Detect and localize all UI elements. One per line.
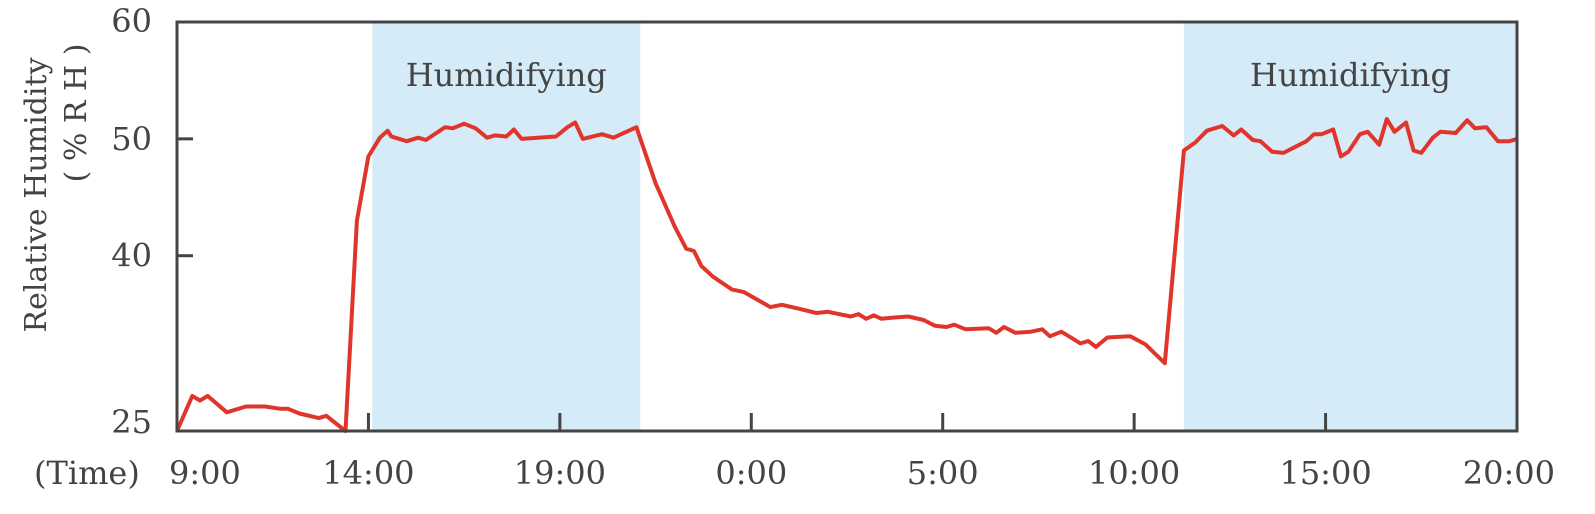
humidifying-band: [1183, 22, 1517, 431]
plot-frame: [175, 20, 1519, 433]
x-tick-label: 9:00: [169, 454, 241, 492]
x-tick-label: 5:00: [907, 454, 979, 492]
band-label: Humidifying: [406, 56, 607, 94]
x-tick-label: 19:00: [514, 454, 606, 492]
x-axis-title: (Time): [34, 454, 140, 492]
x-tick-label: 10:00: [1088, 454, 1180, 492]
y-tick-label: 25: [111, 403, 152, 441]
humidifying-band: [372, 22, 641, 431]
humidity-line: [175, 117, 1518, 433]
x-tick-label: 0:00: [715, 454, 787, 492]
y-axis-title: Relative Humidity: [19, 57, 54, 332]
x-tick-label: 14:00: [322, 454, 414, 492]
y-tick-label: 60: [111, 2, 152, 40]
x-tick-label: 15:00: [1279, 454, 1371, 492]
tick-labels: 25 40 50 60 9:00 14:00 19:00 0:00 5:00 10:00 15:00…: [111, 2, 1555, 492]
tick-marks: [177, 137, 1328, 431]
y-tick-label: 50: [111, 120, 152, 158]
y-axis-unit: ( % R H ): [59, 44, 94, 183]
band-label: Humidifying: [1250, 56, 1451, 94]
series-layer: [175, 117, 1518, 433]
y-tick-label: 40: [111, 237, 152, 275]
x-tick-label: 20:00: [1463, 454, 1555, 492]
humidifying-bands: Humidifying Humidifying: [372, 22, 1517, 431]
